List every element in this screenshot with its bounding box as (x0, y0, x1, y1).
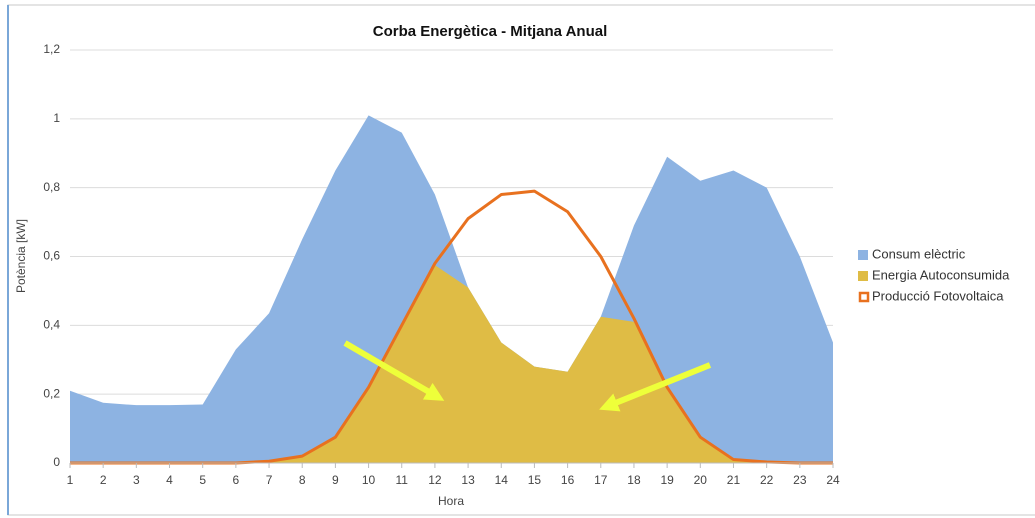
y-tick-label: 0,6 (43, 249, 60, 263)
x-tick-label: 16 (561, 473, 575, 487)
legend-label: Energia Autoconsumida (872, 267, 1010, 282)
y-tick-label: 0,8 (43, 180, 60, 194)
x-tick-label: 14 (495, 473, 509, 487)
x-axis-title: Hora (438, 494, 464, 508)
legend-label: Consum elèctric (872, 246, 966, 261)
x-tick-label: 6 (233, 473, 240, 487)
y-tick-label: 0,4 (43, 318, 60, 332)
chart-title: Corba Energètica - Mitjana Anual (373, 23, 608, 40)
x-tick-label: 4 (166, 473, 173, 487)
x-tick-label: 7 (266, 473, 273, 487)
x-tick-label: 13 (461, 473, 475, 487)
arrows (343, 340, 712, 412)
plot-area: 00,20,40,60,811,21 2 3 4 5 6 7 8 9 10 11 12 13 14 15 16… (43, 42, 840, 487)
area (70, 265, 833, 463)
arrow (343, 340, 445, 401)
x-tick-label: 3 (133, 473, 140, 487)
x-tick-label: 2 (100, 473, 107, 487)
y-tick-label: 1,2 (43, 42, 60, 56)
x-tick-label: 9 (332, 473, 339, 487)
x-tick-label: 1 (67, 473, 74, 487)
x-tick-label: 22 (760, 473, 774, 487)
y-tick-label: 0 (53, 455, 60, 469)
x-tick-label: 21 (727, 473, 741, 487)
x-tick-label: 17 (594, 473, 608, 487)
legend-swatch (858, 271, 868, 281)
x-tick-label: 11 (396, 473, 409, 487)
x-tick-label: 12 (428, 473, 442, 487)
x-tick-label: 8 (299, 473, 306, 487)
legend-label: Producció Fotovoltaica (872, 288, 1004, 303)
y-axis-title: Potència [kW] (14, 219, 28, 293)
x-tick-label: 24 (826, 473, 840, 487)
legend-swatch (858, 291, 870, 303)
y-tick-label: 1 (53, 111, 60, 125)
x-tick-label: 15 (528, 473, 542, 487)
x-tick-label: 20 (694, 473, 708, 487)
x-tick-label: 10 (362, 473, 376, 487)
x-tick-label: 19 (660, 473, 674, 487)
arrow (599, 362, 712, 412)
x-tick-label: 5 (199, 473, 206, 487)
x-tick-label: 23 (793, 473, 807, 487)
legend: Consum elèctric Energia Autoconsumida Prod… (858, 246, 1010, 303)
x-tick-label: 18 (627, 473, 641, 487)
legend-swatch (858, 250, 868, 260)
y-tick-label: 0,2 (43, 386, 60, 400)
